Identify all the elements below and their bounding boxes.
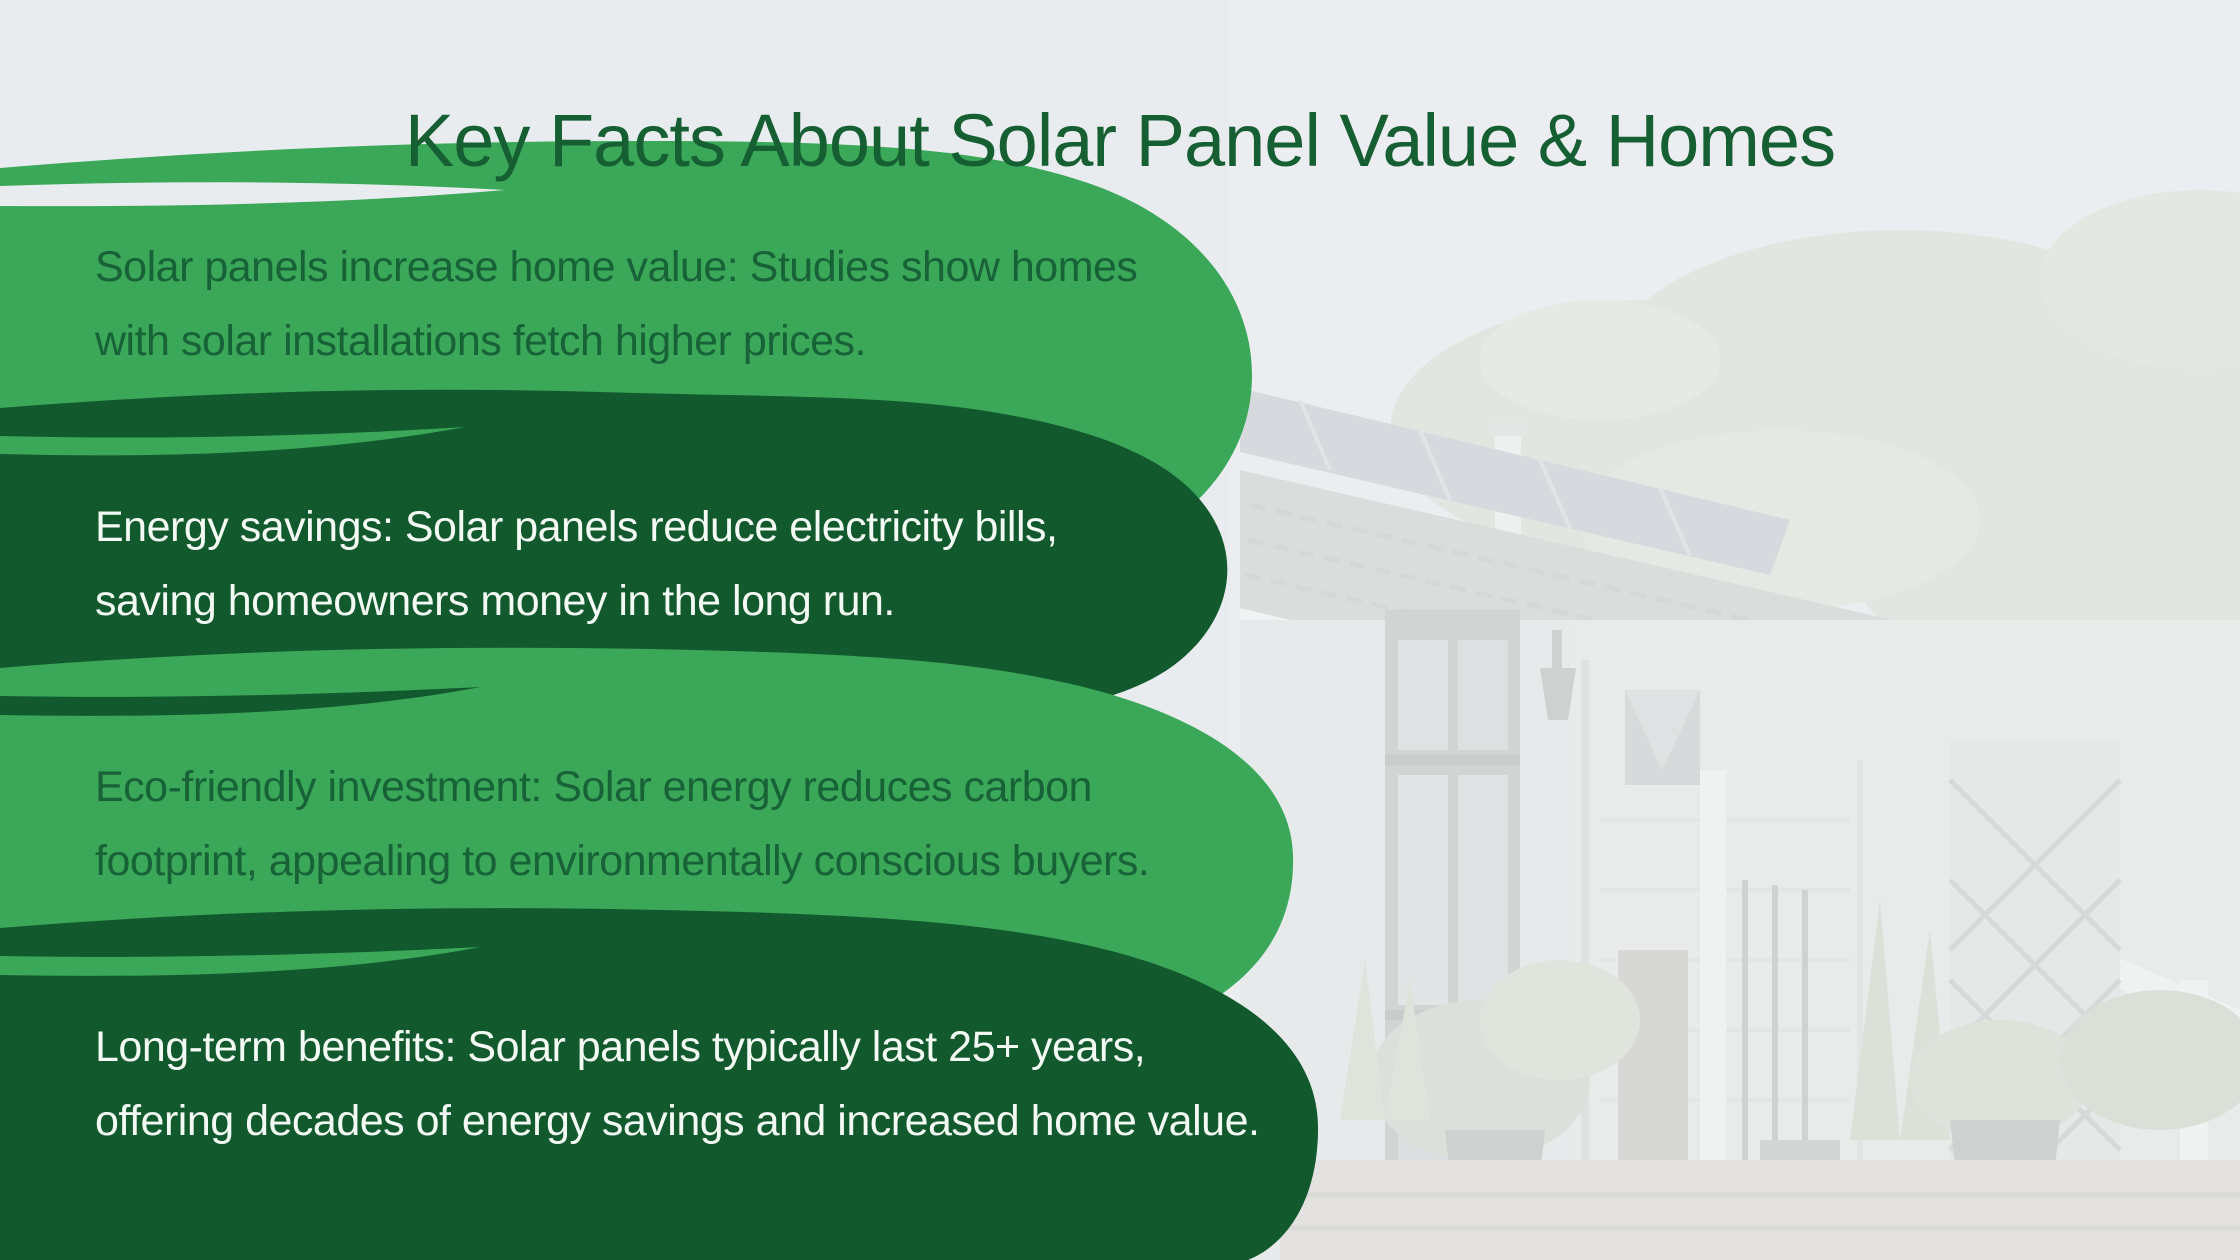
fact-1-line-1: Solar panels increase home value: Studie… xyxy=(95,243,1138,291)
fact-3-text: Eco-friendly investment: Solar energy re… xyxy=(95,750,1275,898)
photo-haze-overlay xyxy=(1230,0,2240,1260)
fact-4-line-1: Long-term benefits: Solar panels typical… xyxy=(95,1023,1146,1071)
fact-2-line-2: saving homeowners money in the long run. xyxy=(95,577,895,625)
fact-1-text: Solar panels increase home value: Studie… xyxy=(95,230,1275,378)
garden-plants xyxy=(1340,900,2240,1160)
solar-panels xyxy=(1240,388,1790,575)
fact-3-line-1: Eco-friendly investment: Solar energy re… xyxy=(95,763,1092,811)
brick-steps xyxy=(1280,1160,2240,1260)
chimney-cap xyxy=(1489,420,1527,436)
fact-4-line-2: offering decades of energy savings and i… xyxy=(95,1097,1260,1145)
awning-window xyxy=(1625,690,1700,785)
fact-2-line-1: Energy savings: Solar panels reduce elec… xyxy=(95,503,1058,551)
porch-lamp xyxy=(1540,630,1576,720)
fact-4-text: Long-term benefits: Solar panels typical… xyxy=(95,1010,1275,1158)
fact-2-text: Energy savings: Solar panels reduce elec… xyxy=(95,490,1275,638)
fact-1-line-2: with solar installations fetch higher pr… xyxy=(95,317,866,365)
fact-banner-4-shape xyxy=(0,908,1319,1260)
fact-banner-2-shape xyxy=(0,389,1228,718)
page-title: Key Facts About Solar Panel Value & Home… xyxy=(404,98,1836,182)
fact-3-line-2: footprint, appealing to environmentally … xyxy=(95,837,1150,885)
